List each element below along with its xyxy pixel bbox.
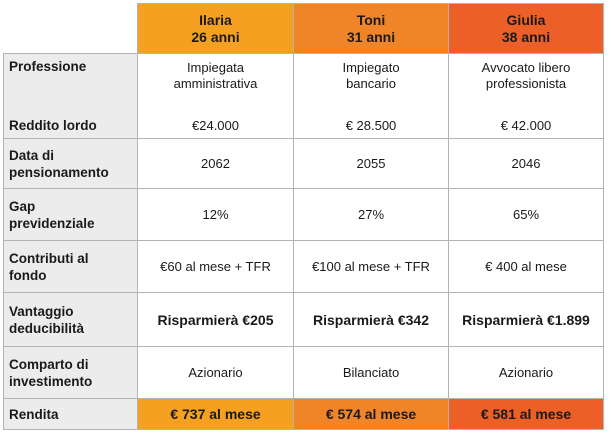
label-line2: fondo (9, 267, 47, 283)
row-label-professione-reddito: Professione Reddito lordo (3, 53, 138, 139)
cell-pensionamento-ilaria: 2062 (137, 138, 294, 189)
cell-comparto-toni: Bilanciato (293, 346, 449, 399)
professione-line2: amministrativa (173, 76, 258, 91)
header-name: Ilaria (199, 11, 232, 28)
table-row-professione-reddito: Professione Reddito lordo Impiegata ammi… (3, 53, 604, 139)
table-row-rendita: Rendita € 737 al mese € 574 al mese € 58… (3, 398, 604, 430)
professione-line1: Impiegato (342, 60, 400, 75)
row-label-pensionamento: Data di pensionamento (3, 138, 138, 189)
cell-pensionamento-toni: 2055 (293, 138, 449, 189)
row-label-gap: Gap previdenziale (3, 188, 138, 241)
row-label-contributi: Contributi al fondo (3, 240, 138, 293)
cell-contributi-giulia: € 400 al mese (448, 240, 604, 293)
cell-gap-ilaria: 12% (137, 188, 294, 241)
comparison-table: Ilaria 26 anni Toni 31 anni Giulia 38 an… (3, 3, 604, 430)
professione-line2: professionista (485, 76, 567, 91)
label-line2: previdenziale (9, 215, 95, 231)
header-row: Ilaria 26 anni Toni 31 anni Giulia 38 an… (3, 3, 604, 54)
table-row-contributi: Contributi al fondo €60 al mese + TFR €1… (3, 240, 604, 293)
label-line2: deducibilità (9, 320, 85, 336)
cell-vantaggio-giulia: Risparmierà €1.899 (448, 292, 604, 347)
table-row-gap: Gap previdenziale 12% 27% 65% (3, 188, 604, 241)
label-line2: investimento (9, 373, 93, 389)
header-toni: Toni 31 anni (293, 3, 449, 54)
header-ilaria: Ilaria 26 anni (137, 3, 294, 54)
professione-line2: bancario (346, 76, 396, 91)
cell-rendita-ilaria: € 737 al mese (137, 398, 294, 430)
header-age: 31 anni (346, 28, 396, 45)
cell-vantaggio-toni: Risparmierà €342 (293, 292, 449, 347)
cell-gap-giulia: 65% (448, 188, 604, 241)
header-name: Giulia (506, 11, 546, 28)
cell-contributi-toni: €100 al mese + TFR (293, 240, 449, 293)
table-row-vantaggio: Vantaggio deducibilità Risparmierà €205 … (3, 292, 604, 347)
table-row-pensionamento: Data di pensionamento 2062 2055 2046 (3, 138, 604, 189)
comparison-table-wrapper: Ilaria 26 anni Toni 31 anni Giulia 38 an… (3, 3, 604, 430)
label-line2: pensionamento (9, 164, 109, 180)
cell-comparto-ilaria: Azionario (137, 346, 294, 399)
cell-professione-reddito-ilaria: Impiegata amministrativa €24.000 (137, 53, 294, 139)
cell-professione-reddito-giulia: Avvocato libero professionista € 42.000 (448, 53, 604, 139)
reddito-value: € 28.500 (345, 118, 397, 133)
header-giulia: Giulia 38 anni (448, 3, 604, 54)
header-age: 38 anni (501, 28, 551, 45)
empty-corner-cell (3, 3, 138, 54)
row-label-reddito: Reddito lordo (9, 118, 97, 133)
reddito-value: € 42.000 (500, 118, 552, 133)
cell-comparto-giulia: Azionario (448, 346, 604, 399)
cell-vantaggio-ilaria: Risparmierà €205 (137, 292, 294, 347)
header-age: 26 anni (191, 28, 240, 45)
cell-rendita-toni: € 574 al mese (293, 398, 449, 430)
cell-professione-reddito-toni: Impiegato bancario € 28.500 (293, 53, 449, 139)
header-name: Toni (356, 11, 386, 28)
label-line1: Contributi al (9, 250, 89, 266)
row-label-rendita: Rendita (3, 398, 138, 430)
label-line1: Vantaggio (9, 303, 74, 319)
label-line1: Comparto di (9, 356, 89, 372)
row-label-vantaggio: Vantaggio deducibilità (3, 292, 138, 347)
cell-gap-toni: 27% (293, 188, 449, 241)
cell-contributi-ilaria: €60 al mese + TFR (137, 240, 294, 293)
label-line1: Data di (9, 147, 55, 163)
label-line1: Gap (9, 198, 36, 214)
cell-pensionamento-giulia: 2046 (448, 138, 604, 189)
reddito-value: €24.000 (192, 118, 239, 133)
professione-line1: Impiegata (186, 60, 245, 75)
row-label-comparto: Comparto di investimento (3, 346, 138, 399)
row-label-professione: Professione (9, 59, 87, 74)
table-row-comparto: Comparto di investimento Azionario Bilan… (3, 346, 604, 399)
professione-line1: Avvocato libero (481, 60, 571, 75)
cell-rendita-giulia: € 581 al mese (448, 398, 604, 430)
